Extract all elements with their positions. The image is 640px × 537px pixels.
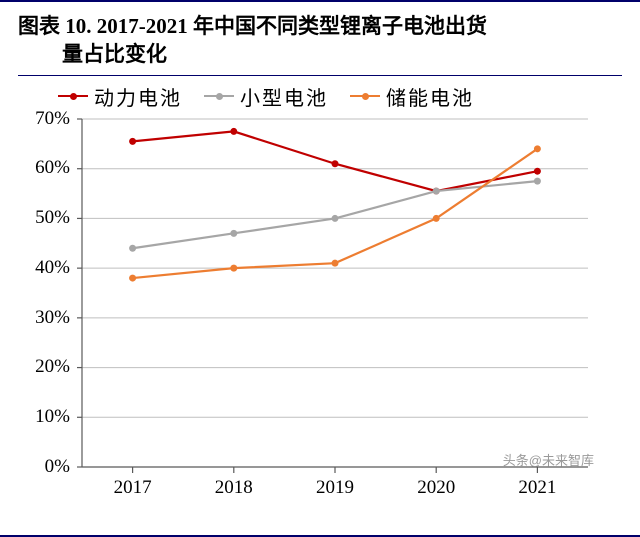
chart-panel: 图表 10. 2017-2021 年中国不同类型锂离子电池出货 量占比变化 动力… [0, 0, 640, 537]
y-tick-label: 10% [35, 406, 70, 428]
x-tick-label: 2017 [114, 477, 152, 499]
x-axis-labels: 2017 2018 2019 2020 2021 [76, 477, 618, 505]
y-tick-label: 60% [35, 157, 70, 179]
x-tick-label: 2020 [417, 477, 455, 499]
legend-item-2: 储能电池 [350, 82, 474, 111]
legend-item-1: 小型电池 [204, 82, 328, 111]
y-axis-labels: 0%10%20%30%40%50%60%70% [18, 115, 76, 505]
y-tick-label: 70% [35, 108, 70, 130]
title-separator [18, 75, 622, 76]
legend-swatch-0 [58, 95, 88, 97]
legend-label-0: 动力电池 [94, 82, 182, 111]
y-tick-label: 0% [45, 456, 70, 478]
legend: 动力电池 小型电池 储能电池 [18, 82, 622, 111]
y-tick-label: 40% [35, 257, 70, 279]
y-tick-label: 30% [35, 307, 70, 329]
legend-swatch-1 [204, 95, 234, 97]
watermark: 头条@未来智库 [503, 450, 594, 469]
x-tick-label: 2019 [316, 477, 354, 499]
x-tick-label: 2018 [215, 477, 253, 499]
y-tick-label: 20% [35, 356, 70, 378]
chart-title: 图表 10. 2017-2021 年中国不同类型锂离子电池出货 量占比变化 [18, 12, 622, 69]
title-line-2: 量占比变化 [18, 40, 622, 68]
plot-svg [76, 115, 618, 475]
chart-area: 0%10%20%30%40%50%60%70% 2017201820192020… [18, 115, 618, 505]
y-tick-label: 50% [35, 207, 70, 229]
legend-item-0: 动力电池 [58, 82, 182, 111]
title-line-1: 图表 10. 2017-2021 年中国不同类型锂离子电池出货 [18, 12, 622, 40]
legend-swatch-2 [350, 95, 380, 97]
legend-label-2: 储能电池 [386, 82, 474, 111]
legend-label-1: 小型电池 [240, 82, 328, 111]
x-tick-label: 2021 [518, 477, 556, 499]
